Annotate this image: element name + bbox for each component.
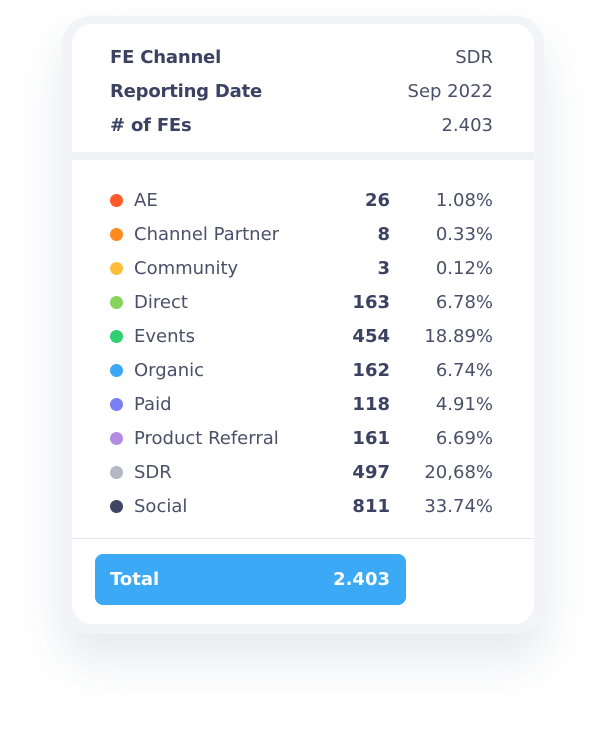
channel-label: SDR (134, 461, 172, 483)
channel-percent: 18.89% (424, 325, 493, 347)
channel-label: Organic (134, 359, 205, 381)
channel-row: Organic 162 6.74% (110, 353, 493, 387)
channel-percent: 20,68% (424, 461, 493, 483)
total-divider (72, 538, 534, 539)
channel-percent: 6.69% (435, 427, 493, 449)
channel-count: 26 (364, 189, 390, 211)
channel-label: Community (134, 257, 239, 279)
channel-row: Direct 163 6.78% (110, 285, 493, 319)
channel-count: 497 (352, 461, 390, 483)
channel-color-dot-icon (110, 499, 123, 513)
channel-count: 3 (377, 257, 390, 279)
channel-count: 161 (352, 427, 390, 449)
channel-label: AE (134, 189, 158, 211)
channel-row: Community 3 0.12% (110, 251, 493, 285)
channel-row: Social 811 33.74% (110, 489, 493, 523)
channel-color-dot-icon (110, 329, 123, 343)
channel-breakdown-card: FE Channel SDR Reporting Date Sep 2022 #… (72, 24, 534, 624)
section-divider (72, 152, 534, 160)
meta-label: # of FEs (110, 114, 192, 136)
total-button[interactable]: Total 2.403 (95, 554, 406, 605)
channel-color-dot-icon (110, 363, 123, 377)
channel-color-dot-icon (110, 295, 123, 309)
channel-count: 811 (352, 495, 390, 517)
channel-label: Paid (134, 393, 172, 415)
channel-color-dot-icon (110, 227, 123, 241)
channel-label: Channel Partner (134, 223, 280, 245)
total-label: Total (110, 569, 160, 590)
channel-count: 162 (352, 359, 390, 381)
channel-color-dot-icon (110, 397, 123, 411)
channel-count: 163 (352, 291, 390, 313)
channel-percent: 4.91% (435, 393, 493, 415)
channel-percent: 0.12% (435, 257, 493, 279)
channel-percent: 1.08% (435, 189, 493, 211)
channel-label: Product Referral (134, 427, 279, 449)
meta-row-reporting-date: Reporting Date Sep 2022 (110, 74, 493, 108)
channel-color-dot-icon (110, 431, 123, 445)
channel-label: Social (134, 495, 188, 517)
channel-count: 454 (352, 325, 390, 347)
report-meta: FE Channel SDR Reporting Date Sep 2022 #… (110, 40, 493, 142)
channel-percent: 6.78% (435, 291, 493, 313)
total-value: 2.403 (333, 569, 390, 590)
meta-label: FE Channel (110, 46, 222, 68)
channel-color-dot-icon (110, 193, 123, 207)
channel-row: AE 26 1.08% (110, 183, 493, 217)
channel-color-dot-icon (110, 261, 123, 275)
channel-row: Paid 118 4.91% (110, 387, 493, 421)
meta-value: 2.403 (441, 114, 493, 136)
meta-row-fe-channel: FE Channel SDR (110, 40, 493, 74)
meta-value: SDR (455, 46, 493, 68)
meta-label: Reporting Date (110, 80, 263, 102)
channel-percent: 0.33% (435, 223, 493, 245)
meta-row-fe-count: # of FEs 2.403 (110, 108, 493, 142)
channel-row: Events 454 18.89% (110, 319, 493, 353)
channel-row: Channel Partner 8 0.33% (110, 217, 493, 251)
channel-row: SDR 497 20,68% (110, 455, 493, 489)
channel-label: Events (134, 325, 195, 347)
channel-label: Direct (134, 291, 188, 313)
channel-percent: 33.74% (424, 495, 493, 517)
channel-row: Product Referral 161 6.69% (110, 421, 493, 455)
channel-color-dot-icon (110, 465, 123, 479)
channel-list: AE 26 1.08% Channel Partner 8 0.33% Community 3… (110, 183, 493, 523)
channel-count: 118 (352, 393, 390, 415)
channel-percent: 6.74% (435, 359, 493, 381)
meta-value: Sep 2022 (407, 80, 493, 102)
channel-count: 8 (377, 223, 390, 245)
